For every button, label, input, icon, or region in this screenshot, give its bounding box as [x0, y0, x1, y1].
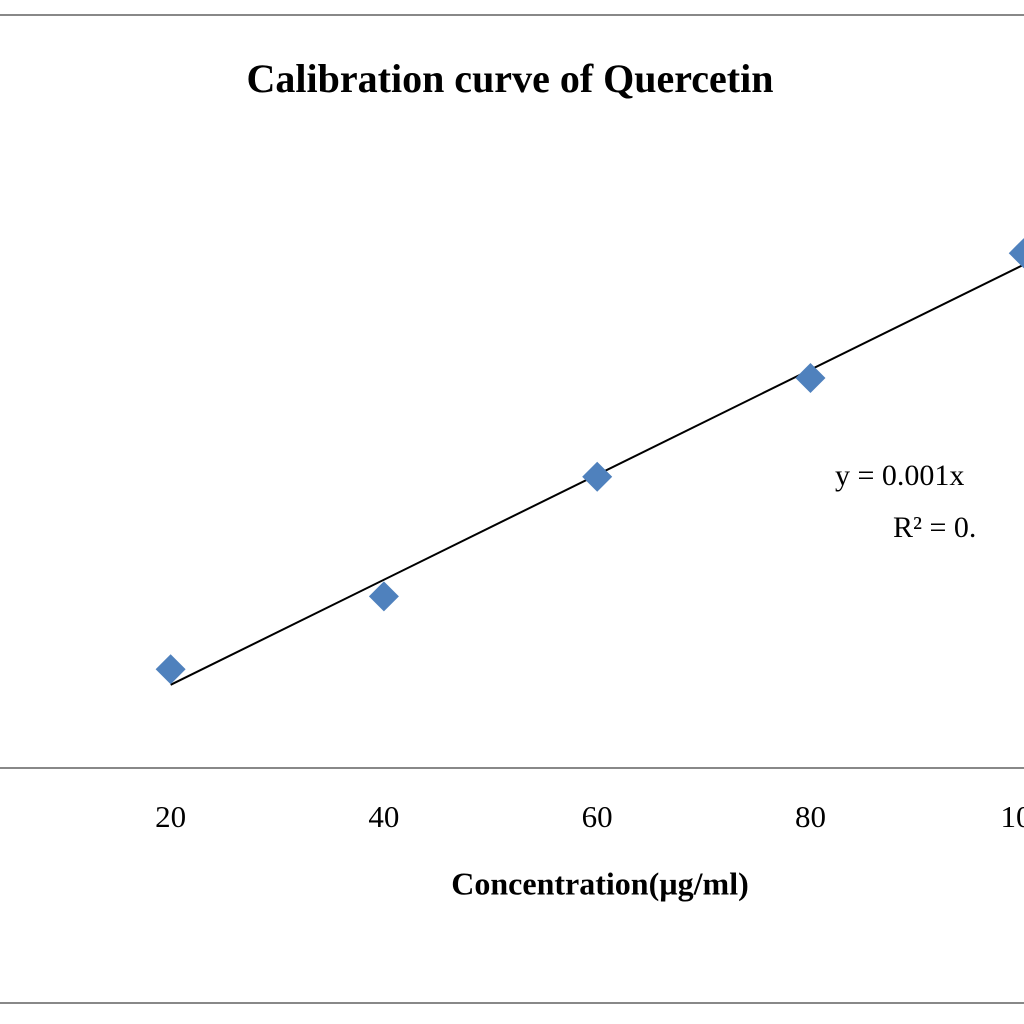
chart-title: Calibration curve of Quercetin [247, 56, 774, 101]
x-tick-label: 40 [368, 799, 399, 834]
r-squared: R² = 0. [893, 511, 976, 544]
data-point [795, 363, 826, 393]
data-point [368, 581, 399, 612]
data-point [582, 461, 613, 492]
equation: y = 0.001x [835, 459, 964, 492]
data-point [1008, 238, 1024, 269]
x-tick-label: 60 [582, 799, 613, 834]
x-tick-label: 100 [1000, 799, 1024, 834]
x-tick-label: 20 [155, 799, 186, 834]
x-axis-label: Concentration(µg/ml) [451, 865, 749, 901]
data-point [155, 654, 186, 685]
x-tick-label: 80 [795, 799, 826, 834]
